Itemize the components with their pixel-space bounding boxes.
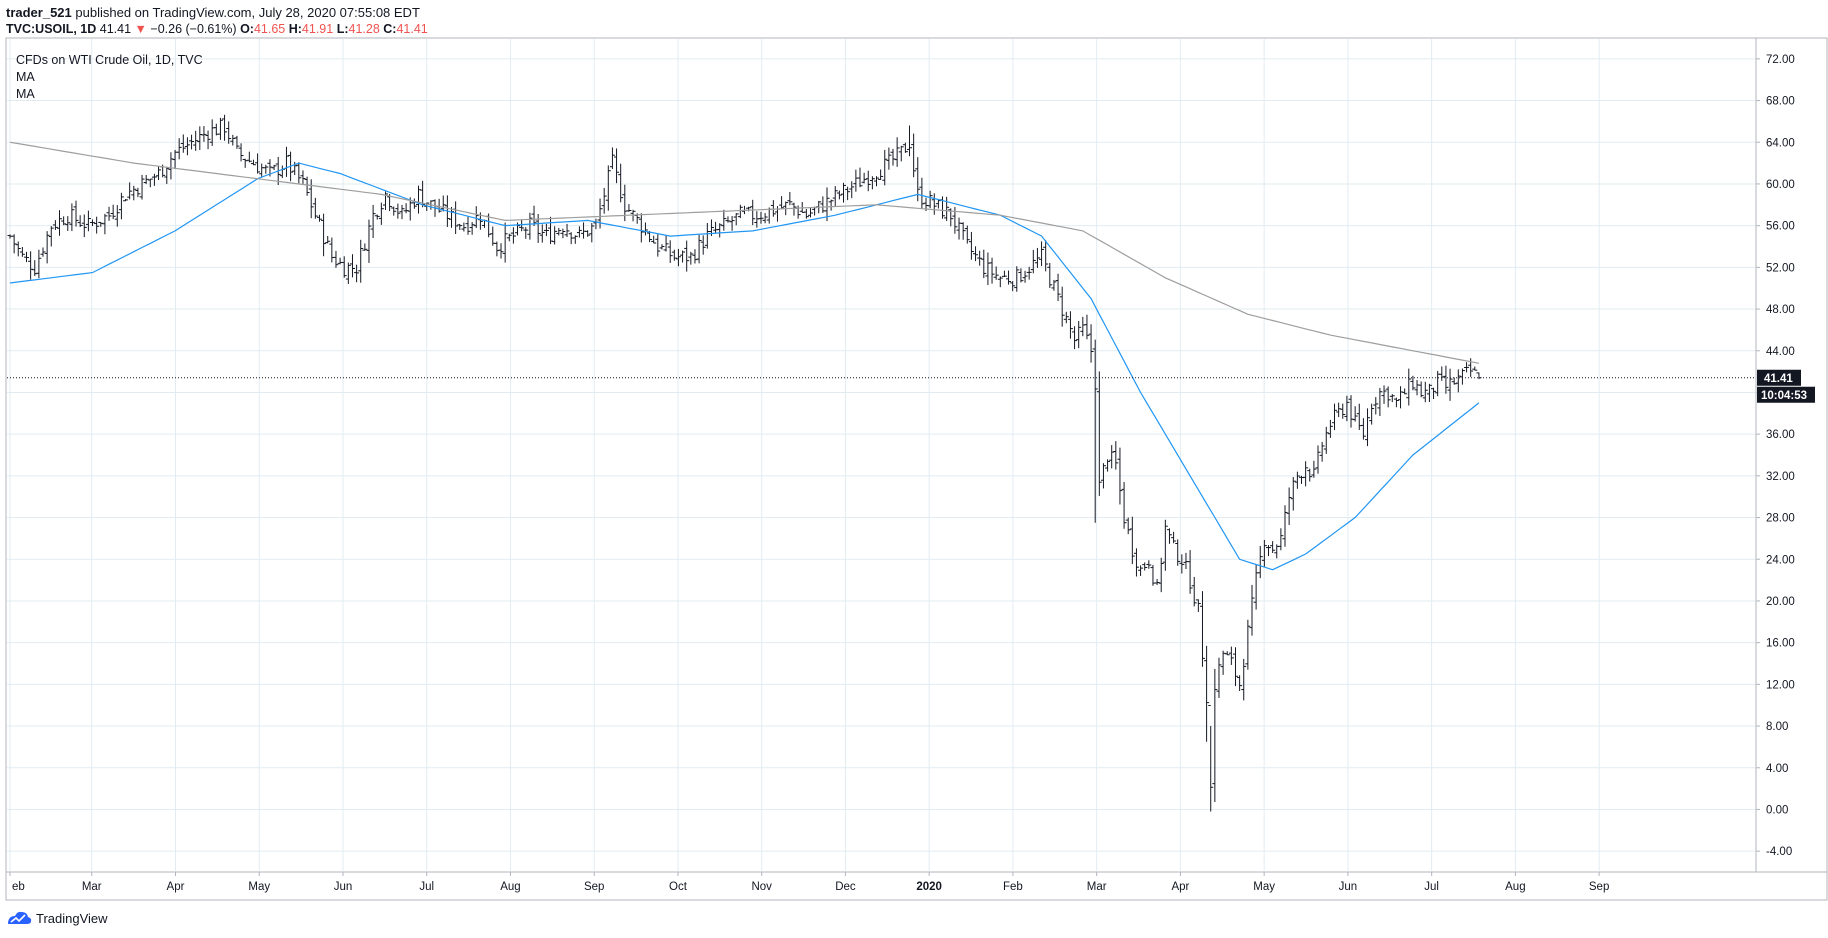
legend-ma-fast[interactable]: MA [16,70,35,84]
x-tick-label: Jun [1339,881,1358,893]
high-value: 41.91 [301,22,334,36]
change-value: −0.26 (−0.61%) [150,22,237,36]
x-tick-label: Nov [751,881,772,893]
x-tick-label: Mar [82,881,102,893]
x-tick-label: Jul [419,881,434,893]
publisher-name[interactable]: trader_521 [6,5,72,20]
x-tick-label: Apr [1171,881,1189,893]
y-tick-label: 68.00 [1766,96,1795,108]
x-tick-label: Aug [500,881,520,893]
low-value: 41.28 [348,22,380,36]
chart-header: trader_521 published on TradingView.com,… [6,4,428,38]
price-axis[interactable] [1755,37,1828,873]
x-tick-label: Oct [669,881,688,893]
y-tick-label: -4.00 [1766,846,1792,858]
y-tick-label: 56.00 [1766,221,1795,233]
x-tick-label: May [248,881,270,893]
last-price-badge-text: 41.41 [1764,373,1793,385]
legend-title: CFDs on WTI Crude Oil, 1D, TVC [16,53,203,67]
x-tick-label: Mar [1087,881,1107,893]
tradingview-logo-icon [8,911,32,924]
x-tick-label: Feb [1003,881,1023,893]
x-tick-label: Dec [835,881,856,893]
y-tick-label: 16.00 [1766,638,1795,650]
y-tick-label: 48.00 [1766,304,1795,316]
x-tick-label: May [1253,881,1275,893]
publisher-line: trader_521 published on TradingView.com,… [6,4,428,21]
published-text: published on TradingView.com, July 28, 2… [75,5,420,20]
y-tick-label: 36.00 [1766,429,1795,441]
y-tick-label: 20.00 [1766,596,1795,608]
ma-slow-line[interactable] [9,141,1480,364]
footer-brand[interactable]: TradingView [6,910,108,926]
y-tick-label: 4.00 [1766,763,1788,775]
symbol-name: TVC:USOIL, 1D [6,22,97,36]
y-tick-label: 44.00 [1766,346,1795,358]
last-price: 41.41 [99,22,132,36]
x-tick-label: Apr [167,881,185,893]
y-tick-label: 0.00 [1766,804,1788,816]
symbol-line: TVC:USOIL, 1D 41.41 ▼ −0.26 (−0.61%) O:4… [6,21,428,38]
y-tick-label: 12.00 [1766,679,1795,691]
last-price-badge [1757,369,1801,386]
ma-fast-line[interactable] [9,162,1480,571]
x-tick-label: Sep [1589,881,1609,893]
high-label: H: [288,22,302,36]
x-tick-label: Sep [584,881,604,893]
chart-legend: CFDs on WTI Crude Oil, 1D, TVC MA MA [16,52,203,103]
countdown-badge [1757,386,1815,403]
open-value: 41.65 [253,22,286,36]
open-label: O: [240,22,254,36]
y-tick-label: 72.00 [1766,54,1795,66]
footer-brand-text: TradingView [36,910,108,926]
legend-ma-slow[interactable]: MA [16,87,35,101]
y-tick-label: 60.00 [1766,179,1795,191]
time-axis[interactable] [5,871,1828,901]
down-arrow-icon: ▼ [134,22,147,36]
close-label: C: [383,22,397,36]
y-tick-label: 24.00 [1766,554,1795,566]
x-tick-label: 2020 [916,881,942,893]
close-value: 41.41 [396,22,428,36]
y-tick-label: 8.00 [1766,721,1788,733]
x-tick-label: eb [12,881,25,893]
x-tick-label: Aug [1505,881,1525,893]
y-tick-label: 28.00 [1766,513,1795,525]
low-label: L: [336,22,349,36]
countdown-badge-text: 10:04:53 [1761,390,1807,402]
y-tick-label: 64.00 [1766,137,1795,149]
x-tick-label: Jul [1424,881,1439,893]
y-tick-label: 32.00 [1766,471,1795,483]
y-tick-label: 52.00 [1766,262,1795,274]
x-tick-label: Jun [334,881,353,893]
